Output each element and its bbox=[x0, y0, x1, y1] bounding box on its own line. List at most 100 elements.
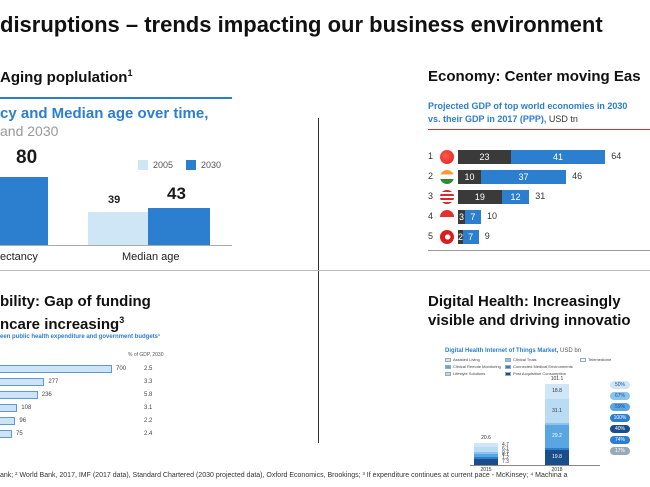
q4-heading-line1: Digital Health: Increasingly bbox=[428, 293, 621, 310]
q3-heading-line2: ncare increasing3 bbox=[0, 311, 151, 334]
page-title: disruptions – trends impacting our busin… bbox=[0, 12, 603, 37]
legend-label: Clinical Remote Monitoring bbox=[453, 364, 501, 369]
q4-legend-item: Telemedicine bbox=[580, 357, 611, 362]
q4-baseline bbox=[470, 465, 600, 466]
funding-gap-bar bbox=[0, 391, 38, 399]
category-label: 2015 bbox=[480, 467, 492, 473]
bar-median-age-2005 bbox=[88, 211, 148, 245]
stack-segment: 19.8 bbox=[545, 449, 569, 465]
stack-segment: 29.2 bbox=[545, 424, 569, 448]
q3-heading-sup: 3 bbox=[119, 315, 125, 325]
legend-label: Lifestyle Solutions bbox=[453, 371, 486, 376]
gdp-growth-bar: 7 bbox=[462, 230, 479, 244]
q2-subtitle-line2: vs. their GDP in 2017 (PPP), USD tn bbox=[428, 113, 627, 126]
funding-gap-value: 75 bbox=[16, 431, 23, 437]
q1-subtitle2: and 2030 bbox=[0, 123, 59, 139]
q1-heading-sup: 1 bbox=[127, 68, 133, 78]
growth-rate-badge: 40% bbox=[610, 425, 630, 433]
stack-segment bbox=[474, 459, 498, 465]
legend-label: Clinical Trials bbox=[513, 357, 537, 362]
bar-label-median-age-2005: 39 bbox=[108, 193, 121, 206]
legend-swatch bbox=[505, 357, 511, 362]
funding-gap-bar bbox=[0, 404, 18, 412]
funding-gap-pct: 5.8 bbox=[144, 392, 153, 398]
gdp-row: 3 19 12 31 bbox=[428, 190, 650, 204]
q3-column-header: % of GDP, 2030 bbox=[128, 352, 164, 358]
funding-gap-pct: 2.2 bbox=[144, 418, 153, 424]
q1-subtitle: cy and Median age over time, bbox=[0, 105, 209, 122]
segment-value: 0.7 bbox=[502, 449, 509, 456]
gdp-total-label: 31 bbox=[535, 191, 546, 201]
q4-subtitle-text: Digital Health Internet of Things Market… bbox=[445, 348, 559, 354]
funding-gap-pct: 3.3 bbox=[144, 379, 153, 385]
legend-label: Assisted Living bbox=[453, 357, 480, 362]
gdp-row: 1 23 41 64 bbox=[428, 150, 650, 164]
funding-gap-value: 236 bbox=[41, 392, 52, 398]
gdp-rank: 4 bbox=[428, 211, 434, 221]
country-flag-icon bbox=[440, 230, 454, 244]
gdp-rank: 2 bbox=[428, 171, 434, 181]
funding-gap-pct: 2.5 bbox=[144, 366, 153, 372]
growth-rate-badge: 100% bbox=[610, 414, 630, 422]
legend-swatch bbox=[445, 364, 451, 369]
q4-subtitle-unit: USD bn bbox=[560, 348, 582, 354]
segment-value: 4.7 bbox=[502, 452, 509, 459]
gdp-total-label: 46 bbox=[572, 171, 583, 181]
legend-label: Post Acquisition Consumption bbox=[513, 371, 566, 376]
stack-segment: 18.8 bbox=[545, 383, 569, 399]
growth-rate-badge: 74% bbox=[610, 436, 630, 444]
funding-gap-value: 700 bbox=[116, 366, 127, 372]
legend-label: Connected Medical Environments bbox=[513, 364, 573, 369]
growth-rate-badge: 50% bbox=[610, 381, 630, 389]
category-label-life-expectancy: ectancy bbox=[0, 251, 38, 263]
q2-subtitle-unit: USD tn bbox=[548, 114, 578, 124]
funding-gap-bar bbox=[0, 378, 45, 386]
legend-swatch bbox=[445, 357, 451, 362]
stack-segment bbox=[545, 447, 569, 450]
stack-segment: 31.1 bbox=[545, 398, 569, 423]
q4-subtitle: Digital Health Internet of Things Market… bbox=[445, 348, 581, 354]
q3-subtitle: een public health expenditure and govern… bbox=[0, 334, 161, 340]
gdp-row: 2 10 37 46 bbox=[428, 170, 650, 184]
gdp-2017-bar: 3 bbox=[458, 210, 465, 224]
segment-value: 1.2 bbox=[502, 455, 509, 462]
funding-gap-value: 108 bbox=[21, 405, 32, 411]
legend-label: Telemedicine bbox=[588, 357, 612, 362]
stack-total: 101.1 bbox=[550, 375, 564, 382]
legend-label: 2005 bbox=[153, 160, 174, 170]
segment-value: 4.7 bbox=[502, 442, 509, 449]
q1-heading-text: Aging poplulation bbox=[0, 69, 128, 86]
bar-life-expectancy-2030 bbox=[0, 177, 48, 245]
q4-legend-item: Clinical Trials bbox=[505, 357, 537, 362]
growth-rate-badge: 59% bbox=[610, 403, 630, 411]
q4-heading-line2: visible and driving innovatio bbox=[428, 312, 631, 329]
gdp-rank: 3 bbox=[428, 191, 434, 201]
q4-heading: Digital Health: Increasingly visible and… bbox=[428, 292, 631, 330]
stack-segment bbox=[474, 457, 498, 460]
country-flag-icon bbox=[440, 210, 454, 224]
gdp-row: 4 3 7 10 bbox=[428, 210, 650, 224]
legend-swatch bbox=[186, 160, 196, 170]
q1-top-rule bbox=[0, 97, 232, 99]
country-flag-icon bbox=[440, 190, 454, 204]
gdp-growth-bar: 37 bbox=[481, 170, 567, 184]
stack-segment bbox=[474, 453, 498, 458]
country-flag-icon bbox=[440, 170, 454, 184]
country-flag-icon bbox=[440, 150, 454, 164]
footnote: ank; ² World Bank, 2017, IMF (2017 data)… bbox=[0, 472, 568, 479]
q1-baseline bbox=[0, 245, 232, 246]
legend-swatch bbox=[505, 371, 511, 376]
gdp-2017-bar: 23 bbox=[458, 150, 511, 164]
stack-segment bbox=[474, 446, 498, 452]
horizontal-divider bbox=[0, 270, 650, 271]
gdp-growth-bar: 41 bbox=[510, 150, 606, 164]
q2-subtitle: Projected GDP of top world economies in … bbox=[428, 100, 627, 126]
q4-legend-item: Lifestyle Solutions bbox=[445, 371, 485, 376]
segment-value: 7.3 bbox=[502, 459, 509, 466]
q4-legend-item: Clinical Remote Monitoring bbox=[445, 364, 501, 369]
gdp-total-label: 10 bbox=[487, 211, 498, 221]
q3-heading-line2-text: ncare increasing bbox=[0, 316, 120, 333]
legend-swatch bbox=[505, 364, 511, 369]
q4-legend-item: Post Acquisition Consumption bbox=[505, 371, 566, 376]
category-label: 2018 bbox=[551, 467, 563, 473]
